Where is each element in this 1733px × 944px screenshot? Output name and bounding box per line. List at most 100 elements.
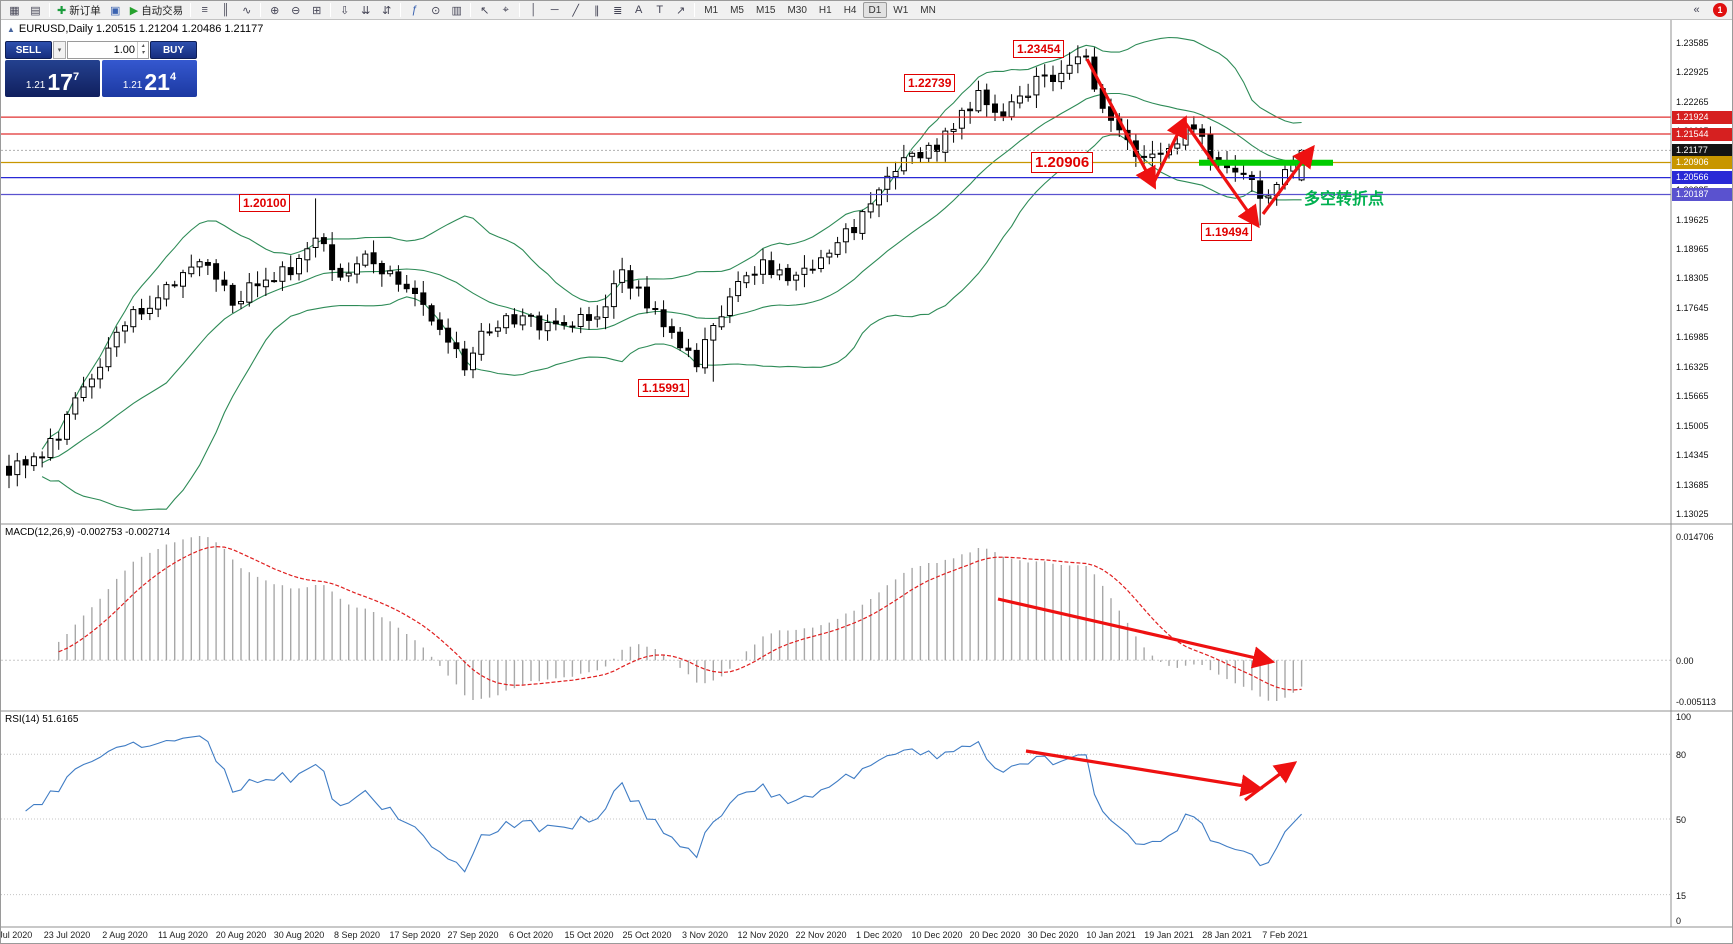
rsi-label: RSI(14) 51.6165 [5,714,79,725]
objects-button[interactable]: ⊙ [425,2,446,19]
date-label: 2 Aug 2020 [102,930,148,940]
arrows-button[interactable]: ↗ [670,2,691,19]
timeframe-w1[interactable]: W1 [893,4,909,16]
volume-field-wrap: 1.00 ▴ ▾ [67,41,149,59]
timeframe-m30[interactable]: M30 [787,4,807,16]
cursor-button[interactable]: ↖ [474,2,495,19]
price-annotation: 1.19494 [1201,223,1253,241]
date-label: 27 Sep 2020 [447,930,499,940]
price-annotation: 1.23454 [1013,40,1065,58]
timeframe-h4[interactable]: H4 [843,4,857,16]
macd-label: MACD(12,26,9) -0.002753 -0.002714 [5,527,171,538]
cascade-button[interactable]: ⇊ [355,2,376,19]
crosshair-button[interactable]: ⌖ [495,2,516,19]
buy-price-int: 1.21 [122,80,143,91]
volume-spinner[interactable]: ▴ ▾ [137,42,148,58]
price-tick: 1.22925 [1676,67,1709,77]
date-label: 10 Jan 2021 [1086,930,1136,940]
price-tick: 1.22265 [1676,97,1709,107]
date-label: 19 Jan 2021 [1144,930,1194,940]
price-marker-resistance-lower: 1.21544 [1672,128,1732,141]
date-label: 22 Nov 2020 [795,930,847,940]
align-button[interactable]: ⇵ [376,2,397,19]
price-scale[interactable]: 1.235851.229251.222651.216051.209451.202… [1672,1,1732,943]
fibonacci-button[interactable]: ≣ [607,2,628,19]
profiles-button[interactable]: ▤ [25,2,46,19]
fibonacci-icon: ≣ [613,4,623,17]
buy-price-button[interactable]: 1.21 21 4 [102,60,197,97]
tile-windows-button[interactable]: ⊞ [306,2,327,19]
tile-windows-icon: ⊞ [312,4,322,17]
timeframe-h1[interactable]: H1 [818,4,832,16]
sell-price-point: 7 [72,71,80,83]
new-order-button[interactable]: ✚ 新订单 [53,2,105,19]
channel-icon: ∥ [593,4,600,17]
auto-trading-button[interactable]: ▶ 自动交易 [126,2,187,19]
arrange-button[interactable]: ⇩ [334,2,355,19]
notification-badge[interactable]: 1 [1713,3,1727,17]
trendline-icon: ╱ [572,4,579,17]
sell-button[interactable]: SELL [5,41,52,59]
date-label: 10 Dec 2020 [911,930,963,940]
timeframe-m1[interactable]: M1 [704,4,719,16]
date-label: 17 Sep 2020 [389,930,441,940]
indicators-icon: ƒ [411,4,418,16]
timeframe-d1[interactable]: D1 [862,2,888,18]
rsi-level-50: 50 [1676,815,1687,825]
new-chart-button[interactable]: ▦ [4,2,25,19]
timeframe-m15[interactable]: M15 [756,4,776,16]
time-scale[interactable]: 14 Jul 2020 23 Jul 2020 2 Aug 2020 11 Aug 2… [1,930,1671,943]
macd-scale-max: 0.014706 [1676,532,1714,542]
zoom-in-icon: ⊕ [270,4,280,17]
channel-button[interactable]: ∥ [586,2,607,19]
timeframe-mn[interactable]: MN [920,4,936,16]
vertical-line-button[interactable]: │ [523,2,544,19]
spin-up-icon[interactable]: ▴ [141,43,145,49]
rsi-level-15: 15 [1676,891,1687,901]
timeframe-m5[interactable]: M5 [730,4,744,16]
candlestick-chart-button[interactable]: ║ [215,2,236,19]
auto-trading-button-label: 自动交易 [141,4,184,17]
volume-dropdown-icon[interactable]: ▾ [53,41,66,59]
objects-icon: ⊙ [431,4,441,17]
toolbar: ▦ ▤ ✚ 新订单 ▣ ▶ 自动交易 ≡ ║ ∿ ⊕ ⊖ ⊞ ⇩ ⇊ ⇵ ƒ ⊙ ▥ ↖ ⌖ │ ─ ╱ ∥ ≣ A T ↗ M1 M5 M1… [1,1,1732,20]
sell-price-button[interactable]: 1.21 17 7 [5,60,100,97]
price-tick: 1.13685 [1676,480,1709,490]
line-chart-button[interactable]: ∿ [236,2,257,19]
trendline-button[interactable]: ╱ [565,2,586,19]
price-tick: 1.15005 [1676,421,1709,431]
horizontal-line-button[interactable]: ─ [544,2,565,19]
date-label: 3 Nov 2020 [681,930,729,940]
collapse-one-click-icon[interactable]: ▲ [7,24,15,34]
arrange-icon: ⇩ [340,4,350,17]
text-button[interactable]: A [628,2,649,19]
price-annotation: 1.15991 [638,379,690,397]
date-label: 30 Aug 2020 [273,930,325,940]
price-tick: 1.14345 [1676,450,1709,460]
new-order-icon: ✚ [57,4,67,17]
zoom-out-button[interactable]: ⊖ [285,2,306,19]
date-label: 1 Dec 2020 [855,930,903,940]
bar-chart-button[interactable]: ≡ [194,2,215,19]
toolbar-separator [49,3,50,17]
charts-button[interactable]: ▣ [105,2,126,19]
price-marker-pivot: 1.20906 [1672,156,1732,169]
zoom-in-button[interactable]: ⊕ [264,2,285,19]
label-button[interactable]: T [649,2,670,19]
price-marker-support-lower: 1.20187 [1672,188,1732,201]
toolbar-overflow-icon[interactable]: « [1693,4,1700,16]
buy-button[interactable]: BUY [150,41,197,59]
price-annotation: 1.20100 [239,194,291,212]
indicators-button[interactable]: ƒ [404,2,425,19]
toolbar-separator [190,3,192,17]
templates-button[interactable]: ▥ [446,2,467,19]
price-tick: 1.16985 [1676,332,1709,342]
candlestick-chart-icon: ║ [221,4,230,16]
spin-down-icon[interactable]: ▾ [141,50,145,56]
date-label: 7 Feb 2021 [1262,930,1308,940]
volume-input[interactable]: 1.00 [113,44,135,56]
price-annotation: 1.20906 [1031,152,1094,173]
bar-chart-icon: ≡ [201,4,208,16]
